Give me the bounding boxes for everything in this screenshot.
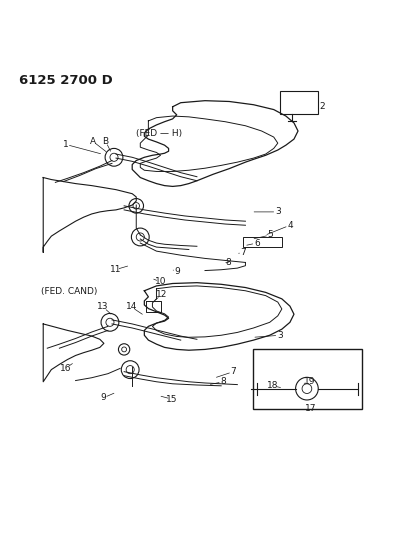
Text: 6125 2700 D: 6125 2700 D xyxy=(19,75,112,87)
Text: 7: 7 xyxy=(240,248,246,257)
Text: 9: 9 xyxy=(100,393,106,402)
Text: 7: 7 xyxy=(230,367,236,376)
Text: 15: 15 xyxy=(166,394,177,403)
Text: 13: 13 xyxy=(97,302,108,311)
Bar xyxy=(243,237,281,247)
Text: 1: 1 xyxy=(63,140,68,149)
Text: 17: 17 xyxy=(304,405,316,414)
Text: 3: 3 xyxy=(276,331,282,340)
Text: 19: 19 xyxy=(303,377,315,386)
Text: 2: 2 xyxy=(319,102,324,111)
Text: B: B xyxy=(102,136,108,146)
Bar xyxy=(279,91,317,114)
Text: 14: 14 xyxy=(126,302,137,311)
Text: 8: 8 xyxy=(225,258,231,267)
Text: (FED. CAND): (FED. CAND) xyxy=(41,287,97,296)
Text: A: A xyxy=(89,136,95,146)
Text: 6: 6 xyxy=(253,239,259,247)
Text: 8: 8 xyxy=(220,377,225,386)
Text: 4: 4 xyxy=(286,221,292,230)
Text: 3: 3 xyxy=(274,207,280,216)
Text: 11: 11 xyxy=(109,265,121,274)
Text: 16: 16 xyxy=(60,364,71,373)
Text: 9: 9 xyxy=(174,267,180,276)
Text: 12: 12 xyxy=(155,290,166,300)
Bar xyxy=(252,349,361,409)
Text: (FED — H): (FED — H) xyxy=(136,130,182,139)
Text: 5: 5 xyxy=(267,230,273,239)
Text: 10: 10 xyxy=(154,277,166,286)
Text: 18: 18 xyxy=(267,381,278,390)
